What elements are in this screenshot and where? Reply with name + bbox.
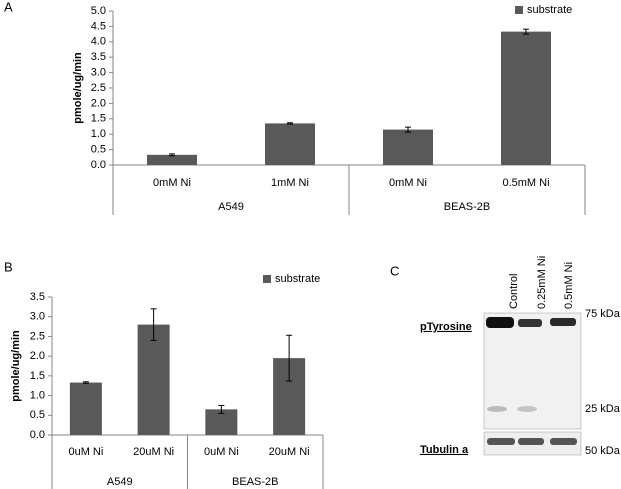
y-tick-label: 2.0	[30, 350, 45, 362]
error-bar	[523, 28, 529, 35]
bar	[147, 154, 197, 165]
x-tick-label: 0uM Ni	[68, 446, 103, 458]
y-tick-label: 3.5	[91, 51, 106, 63]
error-bar	[218, 404, 225, 414]
y-tick-label: 2.0	[91, 97, 106, 109]
y-tick-label: 1.0	[30, 389, 45, 401]
error-bar	[82, 381, 89, 384]
band	[518, 438, 544, 445]
size-marker: 75 kDa	[585, 308, 621, 320]
error-bar	[405, 126, 411, 133]
y-tick-label: 3.5	[30, 291, 45, 303]
band	[518, 319, 542, 327]
y-tick-label: 5.0	[91, 5, 106, 17]
blot	[483, 312, 582, 456]
error-bar	[169, 153, 175, 157]
size-marker: 25 kDa	[585, 403, 621, 415]
y-tick-label: 1.5	[91, 113, 106, 125]
x-tick-label: 20uM Ni	[269, 446, 310, 458]
group-label: BEAS-2B	[444, 201, 490, 213]
y-axis-title: pmole/ug/min	[72, 52, 84, 124]
group-label: A549	[218, 201, 244, 213]
band	[550, 438, 577, 445]
x-tick-label: 1mM Ni	[271, 177, 309, 189]
y-tick-label: 3.0	[91, 67, 106, 79]
panel-label: A	[4, 0, 13, 14]
y-tick-label: 1.5	[30, 370, 45, 382]
error-bar	[286, 334, 293, 382]
y-tick-label: 0.0	[30, 429, 45, 441]
legend-label: substrate	[275, 273, 320, 285]
lane-label: 0.25mM Ni	[536, 256, 548, 309]
y-tick-label: 4.5	[91, 20, 106, 32]
y-tick-label: 0.0	[91, 159, 106, 171]
panel-label: C	[390, 263, 399, 278]
band	[486, 317, 514, 328]
y-tick-label: 0.5	[91, 144, 106, 156]
band	[487, 406, 507, 412]
y-tick-label: 3.0	[30, 311, 45, 323]
x-tick-label: 0uM Ni	[204, 446, 239, 458]
legend-swatch	[515, 6, 523, 14]
group-label: BEAS-2B	[232, 476, 278, 488]
lane-label: 0.5mM Ni	[563, 262, 575, 309]
size-marker: 50 kDa	[585, 445, 621, 457]
bar	[137, 324, 170, 435]
band	[487, 438, 515, 445]
x-tick-label: 0mM Ni	[153, 177, 191, 189]
band	[517, 406, 537, 412]
y-tick-label: 1.0	[91, 128, 106, 140]
bar	[501, 31, 551, 165]
y-tick-label: 4.0	[91, 36, 106, 48]
bar	[265, 123, 315, 165]
y-tick-label: 0.5	[30, 409, 45, 421]
blot-row-label: pTyrosine	[420, 321, 472, 333]
bar	[383, 129, 433, 165]
error-bar	[150, 308, 157, 341]
legend-label: substrate	[527, 4, 572, 16]
blot-row-label: Tubulin a	[420, 444, 469, 456]
y-axis-title: pmole/ug/min	[10, 330, 22, 402]
panel-label: B	[4, 259, 13, 274]
x-tick-label: 20uM Ni	[133, 446, 174, 458]
bar	[69, 382, 102, 435]
band	[550, 318, 576, 326]
lane-label: Control	[508, 274, 520, 309]
y-tick-label: 2.5	[91, 82, 106, 94]
group-label: A549	[107, 476, 133, 488]
legend-swatch	[263, 275, 271, 283]
x-tick-label: 0mM Ni	[389, 177, 427, 189]
y-tick-label: 2.5	[30, 330, 45, 342]
x-tick-label: 0.5mM Ni	[502, 177, 549, 189]
error-bar	[287, 122, 293, 125]
